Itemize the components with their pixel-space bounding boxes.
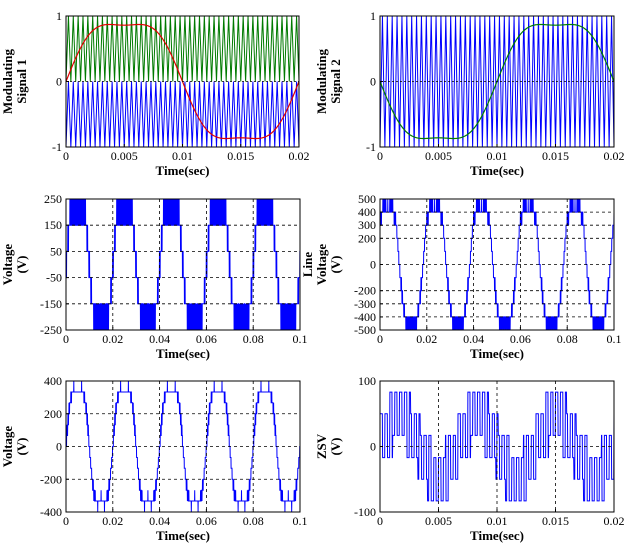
x-tick-label: 0.06 [196,332,217,346]
x-tick-label: 0.02 [604,514,625,528]
x-tick-label: 0.1 [607,332,622,346]
y-tick-label: 0 [56,440,62,454]
y-tick-label: 1 [56,9,62,23]
chart-4: 0 0.02 0.04 0.06 0.08 0.1 -500-400-300-200 0 200… [300,192,622,361]
x-tick-label: 0.04 [149,514,170,528]
axes-frame [65,198,301,331]
y-axis-label: Modulating [314,48,329,114]
y-tick-label: 400 [358,205,376,219]
y-tick-label: 0 [370,440,376,454]
y-axis-label: Voltage [0,244,15,286]
x-tick-label: 0.06 [196,514,217,528]
y-tick-label: 200 [358,231,376,245]
x-tick-label: 0.02 [102,514,123,528]
x-tick-label: 0.01 [172,149,193,163]
x-tick-label: 0.01 [487,149,508,163]
y-tick-label: -50 [46,271,62,285]
y-axis-label: Voltage [0,426,15,468]
y-tick-label: -1 [366,140,376,154]
chart-6: 0 0.005 0.01 0.015 0.02-1000100Time(sec)ZSV(… [314,374,625,543]
y-axis-label: (V) [328,255,343,273]
x-tick-label: 0.02 [416,332,437,346]
y-axis-label: Signal 2 [328,59,343,103]
y-axis-label: (V) [328,437,343,455]
x-tick-label: 0.08 [243,514,264,528]
y-axis-label: Line [300,252,315,278]
y-tick-label: -400 [354,310,376,324]
y-tick-label: -1 [52,140,62,154]
y-tick-label: 200 [44,407,62,421]
x-tick-label: 0.005 [111,149,138,163]
y-tick-label: -100 [354,505,376,519]
y-tick-label: 0 [56,75,62,89]
y-tick-label: 500 [358,192,376,206]
y-axis-label: Signal 1 [14,59,29,103]
x-tick-label: 0.015 [542,149,569,163]
x-tick-label: 0.015 [227,149,254,163]
x-tick-label: 0 [63,149,69,163]
chart-1: 0 0.005 0.01 0.015 0.02-101Time(sec)Modulati… [0,9,310,178]
x-tick-label: 0 [377,149,383,163]
y-tick-label: 1 [370,9,376,23]
y-tick-label: 250 [44,192,62,206]
y-tick-label: 300 [358,218,376,232]
x-tick-label: 0.02 [604,149,625,163]
x-tick-label: 0.1 [293,514,308,528]
x-tick-label: 0.015 [542,514,569,528]
x-axis-label: Time(sec) [156,528,210,543]
chart-2: 0 0.005 0.01 0.015 0.02-101Time(sec)Modulati… [314,9,625,178]
x-tick-label: 0.04 [149,332,170,346]
series-1-line [66,199,300,330]
x-tick-label: 0 [63,332,69,346]
y-tick-label: 0 [370,75,376,89]
chart-5: 0 0.02 0.04 0.06 0.08 0.1 -400 -200 0 200 400 Time(… [0,374,308,543]
y-axis-label: ZSV [314,433,329,459]
y-tick-label: 50 [50,244,62,258]
y-tick-label: -400 [40,505,62,519]
y-tick-label: -150 [40,297,62,311]
x-axis-label: Time(sec) [156,163,210,178]
x-axis-label: Time(sec) [470,163,524,178]
x-tick-label: 0.01 [487,514,508,528]
plot-area [66,199,300,330]
y-axis-label: Pole [0,252,1,276]
y-axis-label: (V) [14,255,29,273]
y-axis-label: Voltage [314,244,329,286]
x-tick-label: 0 [377,332,383,346]
y-tick-label: 0 [370,258,376,272]
y-tick-label: -200 [354,284,376,298]
x-tick-label: 0.02 [289,149,310,163]
x-tick-label: 0.04 [463,332,484,346]
x-tick-label: 0.02 [102,332,123,346]
x-tick-label: 0.08 [243,332,264,346]
y-tick-label: -200 [40,472,62,486]
x-tick-label: 0 [377,514,383,528]
y-axis-label: Phase [0,430,1,463]
y-tick-label: 100 [358,374,376,388]
x-axis-label: Time(sec) [470,346,524,361]
y-tick-label: -500 [354,323,376,337]
x-axis-label: Time(sec) [156,346,210,361]
x-tick-label: 0.1 [293,332,308,346]
y-tick-label: 400 [44,374,62,388]
x-tick-label: 0.005 [425,514,452,528]
y-axis-label: (V) [14,437,29,455]
y-tick-label: 150 [44,218,62,232]
x-tick-label: 0 [63,514,69,528]
x-tick-label: 0.06 [510,332,531,346]
x-axis-label: Time(sec) [470,528,524,543]
x-tick-label: 0.005 [425,149,452,163]
y-tick-label: -300 [354,297,376,311]
y-tick-label: -250 [40,323,62,337]
chart-3: 0 0.02 0.04 0.06 0.08 0.1 -250 -150 -50 50 150 250 T… [0,192,308,361]
x-tick-label: 0.08 [557,332,578,346]
y-axis-label: Modulating [0,48,15,114]
